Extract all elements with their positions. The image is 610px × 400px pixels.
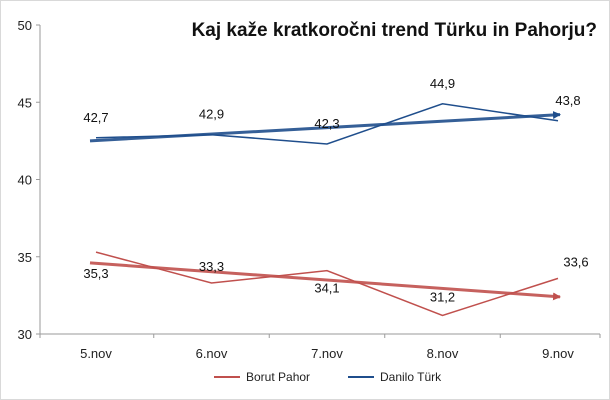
x-tick-label: 7.nov <box>311 346 343 361</box>
series-lines <box>95 103 559 317</box>
y-tick-label: 30 <box>18 327 32 342</box>
y-tick-label: 50 <box>18 18 32 33</box>
trend-arrow-pahor <box>89 261 561 301</box>
y-tick-label: 35 <box>18 250 32 265</box>
x-axis-ticks: 5.nov 6.nov 7.nov 8.nov 9.nov <box>39 334 601 361</box>
y-axis-ticks: 30 35 40 45 50 <box>18 18 40 342</box>
data-label: 42,9 <box>199 107 224 122</box>
x-tick-label: 9.nov <box>542 346 574 361</box>
x-tick-label: 8.nov <box>427 346 459 361</box>
data-label: 34,1 <box>314 281 339 296</box>
series-line-pahor <box>95 251 559 317</box>
data-label: 43,8 <box>555 93 580 108</box>
x-tick-label: 5.nov <box>80 346 112 361</box>
series-line-turk <box>95 103 559 145</box>
data-labels: 35,3 33,3 34,1 31,2 33,6 42,7 42,9 42,3 44,9 43,8 <box>83 76 588 305</box>
y-tick-label: 40 <box>18 173 32 188</box>
data-label: 35,3 <box>83 266 108 281</box>
data-label: 42,3 <box>314 116 339 131</box>
data-label: 31,2 <box>430 289 455 304</box>
legend-label: Borut Pahor <box>246 370 310 384</box>
legend-label: Danilo Türk <box>380 370 442 384</box>
data-label: 42,7 <box>83 110 108 125</box>
chart-title: Kaj kaže kratkoročni trend Türku in Paho… <box>192 20 597 41</box>
data-label: 33,3 <box>199 259 224 274</box>
data-label: 33,6 <box>563 254 588 269</box>
legend: Borut Pahor Danilo Türk <box>214 370 442 384</box>
data-label: 44,9 <box>430 76 455 91</box>
y-tick-label: 45 <box>18 95 32 110</box>
x-tick-label: 6.nov <box>196 346 228 361</box>
